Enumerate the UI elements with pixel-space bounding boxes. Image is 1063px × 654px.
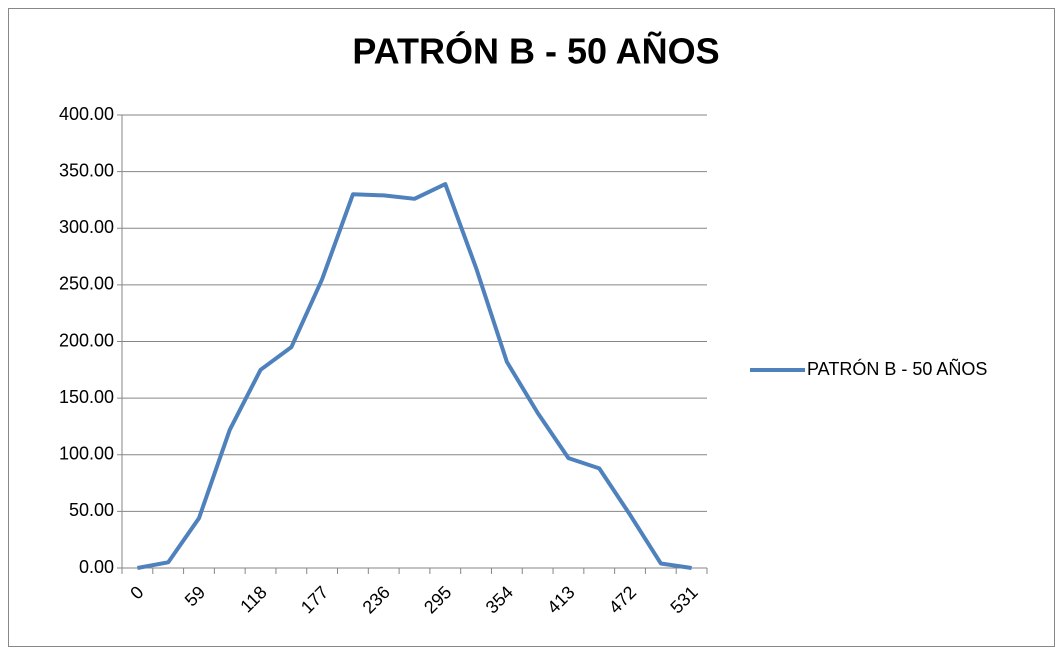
y-tick-label: 300.00 — [59, 217, 114, 237]
y-tick-label: 100.00 — [59, 444, 114, 464]
y-tick-label: 150.00 — [59, 387, 114, 407]
chart-border — [8, 8, 1055, 647]
y-tick-label: 400.00 — [59, 104, 114, 124]
y-tick-label: 50.00 — [69, 500, 114, 520]
y-tick-label: 250.00 — [59, 274, 114, 294]
chart-title: PATRÓN B - 50 AÑOS — [352, 30, 719, 72]
series-line — [137, 182, 692, 570]
y-tick-label: 350.00 — [59, 160, 114, 180]
legend-label: PATRÓN B - 50 AÑOS — [807, 358, 987, 379]
y-tick-label: 0.00 — [79, 557, 114, 577]
y-tick-label: 200.00 — [59, 330, 114, 350]
